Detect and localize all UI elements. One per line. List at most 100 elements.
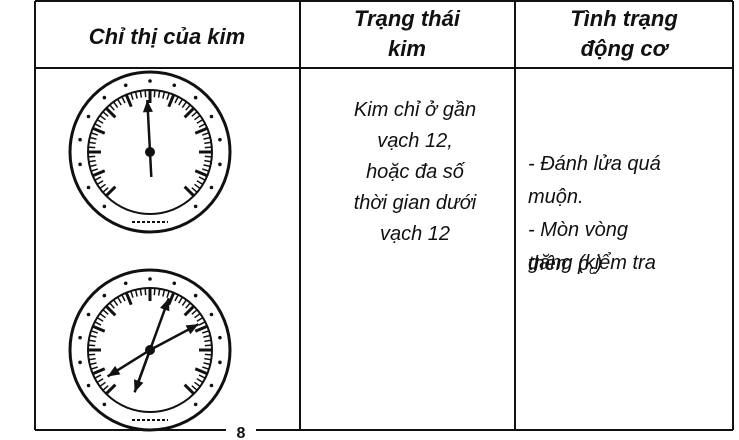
gauge-hub xyxy=(145,345,155,355)
gauge-tick xyxy=(96,378,104,384)
gauge-tick xyxy=(94,321,102,326)
gauge-tick xyxy=(90,168,98,172)
gauge-dot xyxy=(102,402,107,407)
gauge-tick xyxy=(162,289,166,297)
gauge-tick xyxy=(194,324,208,333)
gauge-tick xyxy=(94,123,102,128)
gauge-tick xyxy=(162,91,166,99)
gauge-dot xyxy=(218,162,222,167)
gauge-tick xyxy=(144,288,147,296)
gauge-tick xyxy=(204,159,212,163)
gauge-tick xyxy=(144,90,147,98)
gauge-tick xyxy=(178,296,184,304)
gauge-tick xyxy=(204,141,212,145)
gauges xyxy=(68,70,232,432)
gauge-tick xyxy=(174,294,179,302)
gauge-dot xyxy=(86,312,91,317)
gauge-tick xyxy=(130,92,134,100)
gauge-dot xyxy=(102,204,107,209)
gauge-tick xyxy=(102,187,109,193)
gauge-dot xyxy=(102,95,107,100)
engine-line: thêm pc) xyxy=(528,253,602,277)
engine-line: găng (kiểm tra xyxy=(528,252,656,274)
gauge-dot xyxy=(86,185,91,190)
gauge-tick xyxy=(183,107,195,119)
gauge-dot xyxy=(148,277,152,281)
gauge-tick xyxy=(134,91,138,99)
gauge-dot xyxy=(218,335,222,340)
gauge-tick xyxy=(99,312,106,319)
gauge-tick xyxy=(191,187,198,193)
gauge-tick xyxy=(198,374,206,379)
gauge-rim xyxy=(68,70,232,234)
state-line: vạch 12 xyxy=(380,223,450,245)
gauge-tick xyxy=(96,118,104,124)
gauge-tick xyxy=(89,362,97,366)
gauge-tick xyxy=(178,98,184,106)
gauge-tick xyxy=(89,334,97,338)
text: thêm p xyxy=(528,253,589,275)
gauge-dot xyxy=(193,293,198,298)
gauge-tick xyxy=(191,111,198,117)
gauge-tick xyxy=(130,290,134,298)
state-line: hoặc đa số xyxy=(366,161,466,183)
gauge-tick xyxy=(174,96,179,104)
gauge-tick xyxy=(102,385,109,391)
gauge-tick xyxy=(153,90,156,98)
gauge-tick xyxy=(204,339,212,343)
gauge-tick xyxy=(139,90,143,98)
gauge-dot xyxy=(86,114,91,119)
gauge-tick xyxy=(185,302,191,309)
gauge-tick xyxy=(112,299,119,306)
gauge-dot xyxy=(148,79,152,83)
gauge-tick xyxy=(183,185,195,197)
gauge-dot xyxy=(78,162,82,167)
gauge-tick xyxy=(196,378,204,384)
gauge-dot xyxy=(209,185,214,190)
gauge-tick xyxy=(191,309,198,315)
gauge-tick xyxy=(116,296,122,304)
gauge-hub xyxy=(145,147,155,157)
needle-arrow xyxy=(107,365,121,377)
gauge-tick xyxy=(203,334,211,338)
gauge-dot xyxy=(209,383,214,388)
gauge-tick xyxy=(183,383,195,395)
gauge-tick xyxy=(204,357,212,361)
state-line: vạch 12, xyxy=(377,130,453,152)
gauge-tick xyxy=(88,146,96,149)
gauge-tick xyxy=(194,312,201,319)
engine-line: muộn. xyxy=(528,186,584,208)
gauge-tick xyxy=(194,367,208,376)
gauge-tick xyxy=(92,126,106,135)
gauge-tick xyxy=(124,292,133,306)
gauge-dot xyxy=(193,402,198,407)
gauge-tick xyxy=(105,305,117,317)
gauge-tick xyxy=(166,92,170,100)
gauge-tick xyxy=(181,101,188,108)
subscript: c xyxy=(589,262,596,277)
gauge-tick xyxy=(96,180,104,186)
gauge-dot xyxy=(123,83,128,88)
gauge-tick xyxy=(89,136,97,140)
gauge-tick xyxy=(183,305,195,317)
gauge-tick xyxy=(105,185,117,197)
gauge-tick xyxy=(203,136,211,140)
needle-arrow xyxy=(160,298,170,312)
gauge-tick xyxy=(116,98,122,106)
gauge-tick xyxy=(88,344,96,347)
gauge-tick xyxy=(198,321,206,326)
gauge-tick xyxy=(202,330,210,334)
needle-arrow xyxy=(142,100,153,113)
gauge-tick xyxy=(134,289,138,297)
gauge-tick xyxy=(194,381,201,388)
gauge-tick xyxy=(90,366,98,370)
gauge-tick xyxy=(99,114,106,121)
gauge-dot xyxy=(102,293,107,298)
gauge-tick xyxy=(88,339,96,343)
header-cell: Trạng thái xyxy=(354,6,461,31)
needle-arrow xyxy=(134,379,144,393)
engine-line: - Đánh lửa quá xyxy=(528,153,661,175)
gauge-dot xyxy=(209,312,214,317)
gauge-tick xyxy=(204,155,212,158)
